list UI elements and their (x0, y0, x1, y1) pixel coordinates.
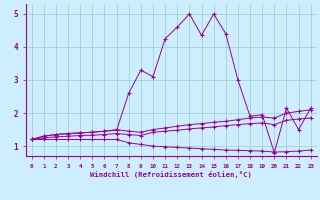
X-axis label: Windchill (Refroidissement éolien,°C): Windchill (Refroidissement éolien,°C) (90, 171, 252, 178)
